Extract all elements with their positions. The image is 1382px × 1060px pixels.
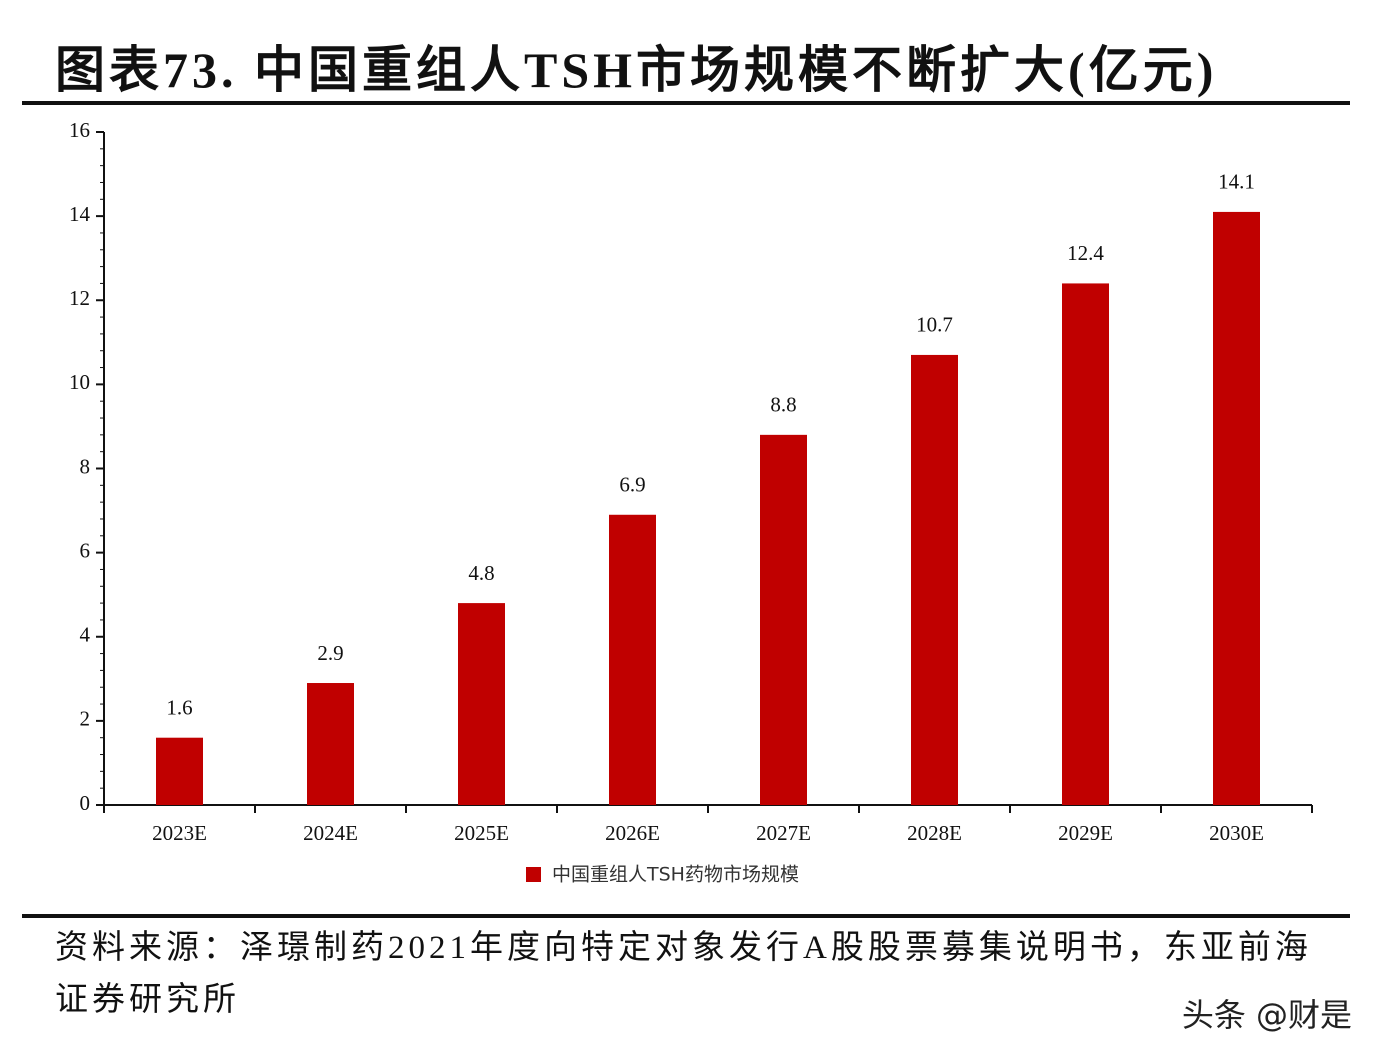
data-label: 1.6 [166, 696, 192, 720]
x-tick-label: 2027E [756, 821, 811, 845]
data-label: 4.8 [468, 561, 494, 585]
y-tick-label: 10 [69, 370, 90, 394]
bar [609, 514, 656, 805]
bar [760, 434, 807, 805]
x-tick-label: 2023E [152, 821, 207, 845]
y-tick-label: 16 [69, 118, 90, 142]
legend-swatch [526, 867, 541, 882]
legend-label: 中国重组人TSH药物市场规模 [552, 864, 799, 886]
y-tick-label: 14 [69, 202, 91, 226]
bar [156, 737, 203, 805]
bar [1213, 211, 1260, 805]
data-label: 2.9 [317, 641, 343, 665]
chart-title: 图表73. 中国重组人TSH市场规模不断扩大(亿元) [55, 42, 1218, 98]
data-label: 8.8 [770, 393, 796, 417]
y-tick-label: 12 [69, 286, 90, 310]
data-label: 14.1 [1218, 170, 1255, 194]
source-note: 资料来源：泽璟制药2021年度向特定对象发行A股股票募集说明书，东亚前海证券研究… [55, 930, 1312, 1018]
data-label: 6.9 [619, 473, 645, 497]
bar [1062, 283, 1109, 805]
y-tick-label: 6 [80, 538, 91, 562]
x-tick-label: 2025E [454, 821, 509, 845]
bar [307, 683, 354, 805]
x-tick-label: 2029E [1058, 821, 1113, 845]
bar [458, 603, 505, 805]
bar [911, 354, 958, 805]
x-tick-label: 2028E [907, 821, 962, 845]
x-tick-label: 2026E [605, 821, 660, 845]
y-tick-label: 8 [80, 454, 91, 478]
y-tick-label: 0 [80, 791, 91, 815]
x-tick-label: 2030E [1209, 821, 1264, 845]
data-label: 10.7 [916, 313, 953, 337]
data-label: 12.4 [1067, 241, 1104, 265]
y-tick-label: 4 [80, 623, 91, 647]
x-tick-label: 2024E [303, 821, 358, 845]
y-tick-label: 2 [80, 707, 91, 731]
watermark: 头条 @财是 [1181, 996, 1352, 1034]
